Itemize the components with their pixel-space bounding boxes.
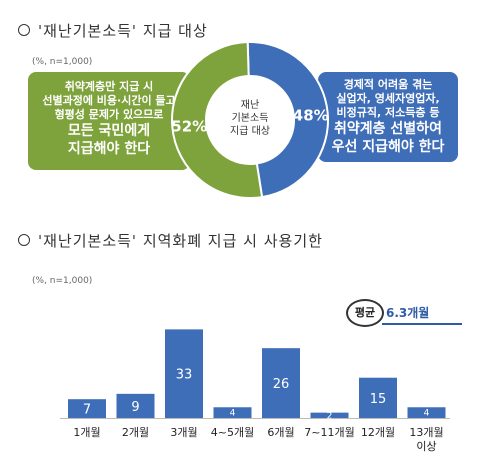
pie-note: (%, n=1,000)	[32, 57, 93, 67]
bar-note: (%, n=1,000)	[32, 276, 93, 286]
x-tick-label: 3개월	[170, 426, 197, 439]
right-callout: 경제적 어려움 겪는 실업자, 영세자영업자, 비정규직, 저소득층 등 취약계…	[318, 72, 458, 162]
left-callout-line: 취약계층만 지급 시	[64, 80, 154, 93]
left-callout-emph: 지급해야 한다	[67, 141, 151, 157]
pie-center-label: 지급 대상	[230, 125, 270, 137]
section-title-text: '재난기본소득' 지급 대상	[38, 22, 208, 40]
bar	[213, 407, 252, 418]
bar	[165, 329, 203, 418]
bar-value-label: 7	[83, 403, 91, 418]
right-callout-line: 실업자, 영세자영업자,	[336, 92, 440, 105]
x-tick-label: 7~11개월	[304, 426, 354, 439]
x-tick-label: 6개월	[267, 426, 294, 439]
section-title-target: '재난기본소득' 지급 대상	[18, 20, 208, 41]
x-tick-label: 2개월	[122, 426, 149, 439]
right-callout-line: 비정규직, 저소득층 등	[336, 106, 440, 119]
bar-value-label: 2	[327, 411, 333, 421]
x-tick-label: 4~5개월	[211, 426, 254, 439]
x-tick-label: 13개월	[409, 426, 443, 439]
average-badge: 평균	[346, 299, 384, 327]
left-callout-emph: 모든 국민에게	[67, 123, 151, 139]
pie-center	[207, 77, 293, 163]
bar-value-label: 4	[230, 409, 236, 419]
right-callout-emph: 우선 지급해야 한다	[331, 139, 445, 155]
right-callout-emph: 취약계층 선별하여	[334, 121, 442, 137]
circle-bullet-icon	[18, 24, 30, 36]
bar-value-label: 15	[370, 392, 387, 407]
x-tick-label: 1개월	[73, 426, 100, 439]
bar	[359, 377, 397, 418]
bar-value-label: 9	[131, 400, 139, 415]
left-callout: 취약계층만 지급 시 선별과정에 비용·시간이 들고 형평성 문제가 있으므로 …	[28, 72, 190, 170]
bar	[116, 393, 155, 418]
x-tick-label: 12개월	[361, 426, 395, 439]
x-tick-label: 이상	[416, 440, 436, 453]
circle-bullet-icon	[18, 234, 30, 246]
bar	[262, 348, 300, 418]
left-callout-line: 형평성 문제가 있으므로	[54, 108, 164, 121]
bar	[68, 399, 106, 418]
bar-value-label: 4	[424, 409, 430, 419]
pie-slice-label: 48%	[293, 106, 329, 124]
bar	[407, 407, 446, 418]
bar-value-label: 33	[176, 368, 193, 383]
section-title-period: '재난기본소득' 지역화폐 지급 시 사용기한	[18, 230, 323, 251]
section-title-text: '재난기본소득' 지역화폐 지급 시 사용기한	[38, 232, 323, 250]
left-callout-line: 선별과정에 비용·시간이 들고	[42, 94, 176, 107]
right-callout-line: 경제적 어려움 겪는	[343, 78, 433, 91]
pie-slice	[246, 41, 330, 199]
average-value: 6.3개월	[386, 306, 430, 320]
bar	[310, 412, 349, 418]
pie-center-label: 재난	[241, 99, 259, 111]
pie-center-label: 기본소득	[232, 112, 269, 124]
average-underline	[382, 323, 462, 325]
pie-slice	[171, 41, 264, 199]
pie-slice-label: 52%	[171, 118, 207, 136]
bar-value-label: 26	[273, 377, 290, 392]
